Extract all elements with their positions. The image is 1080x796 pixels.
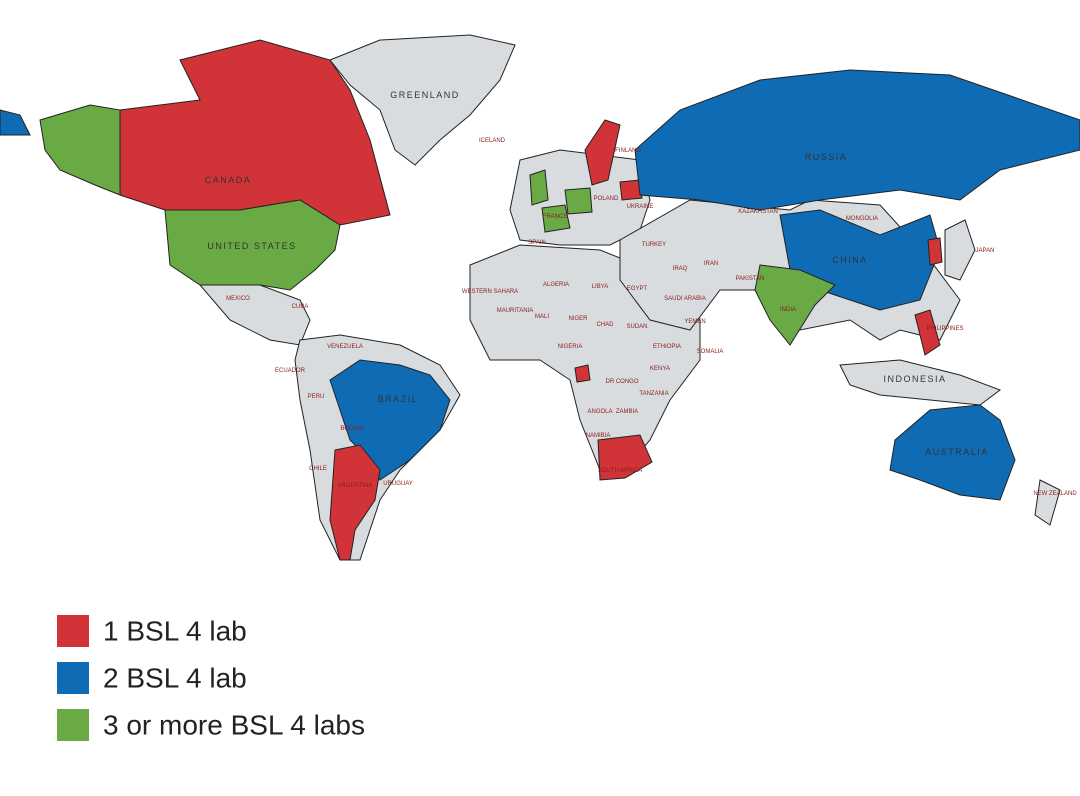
- country-label: CUBA: [292, 304, 309, 310]
- france: [541, 204, 571, 233]
- legend: 1 BSL 4 lab 2 BSL 4 lab 3 or more BSL 4 …: [57, 615, 365, 741]
- country-label: MONGOLIA: [846, 216, 878, 222]
- country-label: URUGUAY: [383, 481, 413, 487]
- country-label: ARGENTINA: [337, 483, 372, 489]
- legend-label: 2 BSL 4 lab: [103, 662, 247, 693]
- country-label: CHAD: [596, 322, 614, 328]
- country-label: MEXICO: [226, 296, 250, 302]
- country-label: INDIA: [780, 307, 796, 313]
- country-label: MALI: [535, 314, 549, 320]
- highlighted-countries: [0, 39, 1080, 561]
- belarus: [619, 179, 643, 201]
- country-label: NIGER: [568, 316, 588, 322]
- country-labels: CANADA GREENLAND ICELAND UNITED STATES M…: [205, 90, 1078, 497]
- gabon: [574, 364, 591, 383]
- country-label: CANADA: [205, 175, 252, 185]
- russia: [634, 69, 1080, 211]
- india: [754, 264, 836, 346]
- country-label: WESTERN SAHARA: [462, 289, 518, 295]
- country-label: FRANCE: [543, 214, 568, 220]
- alaska: [39, 104, 121, 196]
- country-label: POLAND: [594, 196, 619, 202]
- country-label: ALGERIA: [543, 282, 569, 288]
- argentina: [329, 444, 381, 561]
- japan: [944, 219, 976, 281]
- united-kingdom: [529, 169, 549, 206]
- country-label: UNITED STATES: [207, 241, 296, 251]
- country-label: ECUADOR: [275, 368, 306, 374]
- south-africa: [597, 434, 653, 481]
- country-label: BRAZIL: [378, 394, 419, 404]
- legend-swatch: [57, 662, 89, 694]
- country-label: NIGERIA: [558, 344, 583, 350]
- country-label: SPAIN: [528, 240, 546, 246]
- country-label: DR CONGO: [606, 379, 639, 385]
- country-label: PERU: [308, 394, 325, 400]
- country-label: UKRAINE: [627, 204, 654, 210]
- country-label: YEMEN: [684, 319, 705, 325]
- country-label: IRAQ: [673, 266, 688, 272]
- country-label: EGYPT: [627, 286, 648, 292]
- philippines: [914, 309, 941, 356]
- new-zealand: [1034, 479, 1061, 526]
- germany: [564, 187, 593, 215]
- country-label: BOLIVIA: [340, 426, 363, 432]
- country-label: SOUTH AFRICA: [598, 468, 642, 474]
- russia-east: [0, 109, 31, 136]
- legend-swatch: [57, 615, 89, 647]
- country-label: IRAN: [704, 261, 718, 267]
- country-label: ZAMBIA: [616, 409, 638, 415]
- country-label: KENYA: [650, 366, 670, 372]
- country-label: AUSTRALIA: [925, 447, 989, 457]
- country-label: ETHIOPIA: [653, 344, 681, 350]
- legend-label: 3 or more BSL 4 labs: [103, 709, 365, 740]
- country-label: NAMIBIA: [586, 433, 611, 439]
- legend-label: 1 BSL 4 lab: [103, 615, 247, 646]
- greenland: [329, 34, 516, 166]
- country-label: SUDAN: [626, 324, 647, 330]
- country-label: RUSSIA: [805, 152, 848, 162]
- country-label: FINLAND: [615, 148, 641, 154]
- country-label: TURKEY: [642, 242, 666, 248]
- country-label: CHILE: [309, 466, 327, 472]
- mexico: [198, 284, 311, 346]
- country-label: CHINA: [832, 255, 868, 265]
- country-label: LIBYA: [592, 284, 609, 290]
- country-label: INDONESIA: [883, 374, 946, 384]
- country-label: KAZAKHSTAN: [738, 209, 778, 215]
- legend-swatch: [57, 709, 89, 741]
- australia: [889, 404, 1016, 501]
- country-label: NEW ZEALAND: [1033, 491, 1077, 497]
- sweden: [584, 119, 621, 186]
- country-label: SAUDI ARABIA: [664, 296, 706, 302]
- country-label: ICELAND: [479, 138, 506, 144]
- south-korea: [927, 237, 943, 266]
- country-label: VENEZUELA: [327, 344, 363, 350]
- country-label: PHILIPPINES: [926, 326, 963, 332]
- country-label: GREENLAND: [390, 90, 460, 100]
- united-states: [164, 199, 341, 291]
- country-label: ANGOLA: [587, 409, 612, 415]
- country-label: TANZANIA: [639, 391, 668, 397]
- country-label: SOMALIA: [697, 349, 724, 355]
- country-label: PAKISTAN: [736, 276, 765, 282]
- country-label: JAPAN: [976, 248, 995, 254]
- country-label: MAURITANIA: [497, 308, 534, 314]
